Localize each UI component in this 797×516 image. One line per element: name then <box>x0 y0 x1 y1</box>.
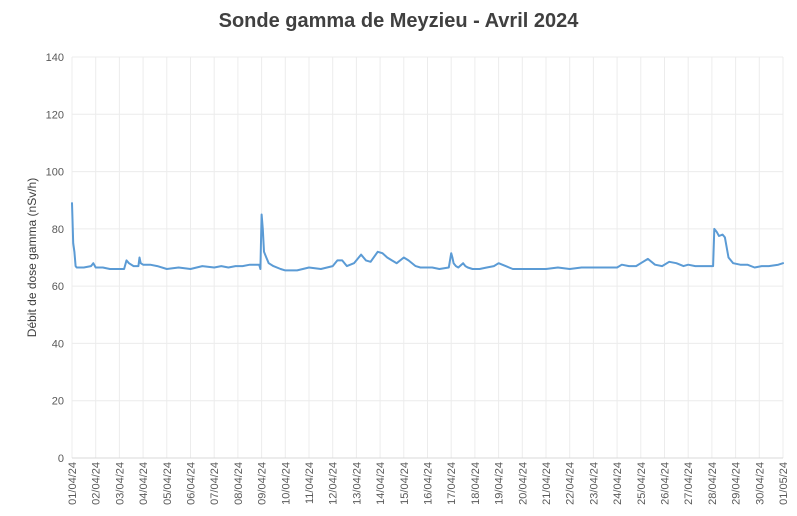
x-tick-label: 26/04/24 <box>660 462 672 505</box>
x-tick-label: 27/04/24 <box>683 462 695 505</box>
x-tick-label: 12/04/24 <box>328 462 340 505</box>
x-tick-label: 17/04/24 <box>446 462 458 505</box>
x-tick-label: 14/04/24 <box>375 462 387 505</box>
x-tick-label: 06/04/24 <box>186 462 198 505</box>
x-tick-label: 20/04/24 <box>517 462 529 505</box>
x-tick-label: 23/04/24 <box>588 462 600 505</box>
x-tick-label: 19/04/24 <box>494 462 506 505</box>
x-tick-label: 09/04/24 <box>257 462 269 505</box>
x-tick-label: 16/04/24 <box>423 462 435 505</box>
x-tick-label: 15/04/24 <box>399 462 411 505</box>
x-tick-label: 30/04/24 <box>754 462 766 505</box>
x-tick-label: 28/04/24 <box>707 462 719 505</box>
y-tick-label: 60 <box>52 281 64 293</box>
x-tick-label: 18/04/24 <box>470 462 482 505</box>
y-tick-label: 120 <box>46 109 64 121</box>
x-tick-label: 24/04/24 <box>612 462 624 505</box>
x-tick-label: 11/04/24 <box>304 462 316 504</box>
x-tick-label: 21/04/24 <box>541 462 553 505</box>
x-tick-label: 07/04/24 <box>209 462 221 505</box>
x-tick-label: 04/04/24 <box>138 462 150 505</box>
x-tick-label: 03/04/24 <box>114 462 126 505</box>
x-tick-label: 02/04/24 <box>91 462 103 505</box>
y-tick-label: 40 <box>52 338 64 350</box>
y-tick-label: 80 <box>52 224 64 236</box>
chart-title: Sonde gamma de Meyzieu - Avril 2024 <box>218 10 579 32</box>
y-tick-label: 100 <box>46 167 64 179</box>
y-tick-label: 0 <box>58 453 64 465</box>
x-tick-label: 10/04/24 <box>280 462 292 505</box>
y-tick-label: 140 <box>46 52 64 64</box>
x-tick-label: 08/04/24 <box>233 462 245 505</box>
y-axis-title: Débit de dose gamma (nSv/h) <box>25 178 39 337</box>
y-tick-label: 20 <box>52 396 64 408</box>
x-tick-label: 13/04/24 <box>351 462 363 505</box>
x-tick-label: 01/04/24 <box>67 462 79 505</box>
x-tick-label: 01/05/24 <box>778 462 790 505</box>
x-tick-label: 29/04/24 <box>731 462 743 505</box>
x-tick-label: 22/04/24 <box>565 462 577 505</box>
series-line <box>71 202 784 272</box>
x-tick-label: 25/04/24 <box>636 462 648 505</box>
x-tick-label: 05/04/24 <box>162 462 174 505</box>
